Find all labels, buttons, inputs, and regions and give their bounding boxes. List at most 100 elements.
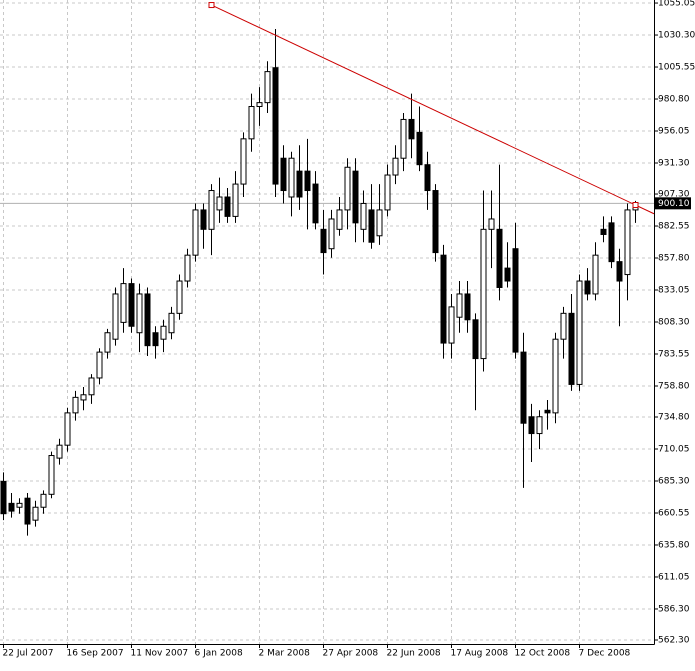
- candle-body: [592, 254, 599, 295]
- x-tick-label: 22 Jun 2008: [387, 649, 441, 659]
- x-tick-label: 6 Jan 2008: [195, 649, 243, 659]
- candle-body: [288, 157, 295, 198]
- candle-body: [440, 254, 447, 344]
- candle-body: [552, 338, 559, 414]
- y-tick-label: 734.80: [658, 413, 690, 423]
- candle-body: [472, 319, 479, 360]
- x-tick-label: 27 Apr 2008: [323, 649, 379, 659]
- candle-body: [160, 325, 167, 340]
- candle-body: [64, 412, 71, 446]
- x-tick-label: 2 Mar 2008: [259, 649, 311, 659]
- x-tick-label: 22 Jul 2007: [3, 649, 54, 659]
- candle-body: [400, 118, 407, 159]
- y-tick-label: 980.80: [658, 95, 690, 105]
- candle-body: [336, 209, 343, 230]
- candle-body: [408, 118, 415, 140]
- candle-body: [576, 280, 583, 385]
- candle-body: [136, 293, 143, 334]
- trendline-handle: [632, 202, 639, 209]
- candle-body: [560, 312, 567, 340]
- x-tick-label: 11 Nov 2007: [131, 649, 189, 659]
- candle-body: [56, 444, 63, 459]
- x-tick-label: 12 Oct 2008: [515, 649, 571, 659]
- candle-body: [616, 261, 623, 282]
- candle-body: [480, 228, 487, 360]
- candle-body: [488, 218, 495, 230]
- candle-body: [264, 71, 271, 104]
- candle-body: [392, 157, 399, 176]
- candle-body: [456, 293, 463, 318]
- candle-body: [360, 202, 367, 230]
- marks: [0, 28, 639, 536]
- candle-body: [184, 254, 191, 282]
- candle-body: [296, 170, 303, 198]
- y-tick-label: 808.30: [658, 318, 690, 328]
- candle-body: [568, 312, 575, 385]
- candle-body: [496, 228, 503, 288]
- candle-body: [24, 497, 31, 525]
- candle-body: [448, 306, 455, 344]
- candle-body: [48, 455, 55, 495]
- candle-body: [280, 157, 287, 192]
- candle-body: [384, 174, 391, 211]
- y-tick-label: 1055.05: [658, 0, 695, 9]
- y-tick-label: 956.05: [658, 127, 690, 137]
- candle-body: [352, 170, 359, 224]
- y-tick-label: 907.30: [658, 190, 690, 200]
- candle-body: [520, 351, 527, 424]
- candle-body: [544, 409, 551, 414]
- candle-body: [104, 332, 111, 353]
- candle-body: [152, 332, 159, 347]
- x-tick-label: 7 Dec 2008: [579, 649, 631, 659]
- price-label-box: [655, 197, 691, 210]
- y-tick-label: 710.05: [658, 445, 690, 455]
- candle-body: [312, 183, 319, 224]
- candle-body: [192, 209, 199, 256]
- candle-body: [304, 170, 311, 192]
- trendline: [211, 4, 655, 215]
- candle-body: [120, 283, 127, 323]
- y-tick-label: 783.55: [658, 349, 690, 359]
- candle-body: [240, 138, 247, 185]
- y-tick-label: 611.05: [658, 572, 690, 582]
- candle-body: [272, 67, 279, 185]
- candle-body: [224, 196, 231, 217]
- candle-body: [0, 480, 7, 515]
- y-tick-label: 758.80: [658, 381, 690, 391]
- candle-body: [168, 312, 175, 334]
- trendline-handle: [208, 2, 215, 9]
- candle-body: [96, 351, 103, 379]
- x-tick-label: 16 Sep 2007: [67, 649, 124, 659]
- candle-body: [216, 196, 223, 211]
- candle-body: [536, 416, 543, 435]
- y-tick-label: 833.05: [658, 286, 690, 296]
- candle-body: [432, 190, 439, 254]
- candle-body: [248, 106, 255, 140]
- candle-body: [464, 293, 471, 321]
- candle-body: [320, 228, 327, 254]
- candle-body: [328, 218, 335, 250]
- candle-body: [624, 209, 631, 276]
- candle-body: [200, 209, 207, 230]
- candle-body: [256, 102, 263, 108]
- candle-body: [232, 183, 239, 217]
- candle-body: [144, 293, 151, 347]
- candle-body: [504, 267, 511, 282]
- candle-body: [176, 280, 183, 314]
- candle-body: [208, 190, 215, 230]
- candle-body: [416, 131, 423, 166]
- candle-body: [512, 248, 519, 353]
- y-tick-label: 882.55: [658, 222, 690, 232]
- y-tick-label: 586.30: [658, 604, 690, 614]
- candle-body: [16, 502, 23, 508]
- candle-body: [112, 293, 119, 340]
- candle-body: [424, 164, 431, 192]
- y-tick-label: 562.30: [658, 635, 690, 645]
- y-tick-label: 635.80: [658, 540, 690, 550]
- candle-body: [344, 166, 351, 211]
- y-tick-label: 660.55: [658, 508, 690, 518]
- candle-body: [128, 283, 135, 327]
- candle-body: [88, 377, 95, 396]
